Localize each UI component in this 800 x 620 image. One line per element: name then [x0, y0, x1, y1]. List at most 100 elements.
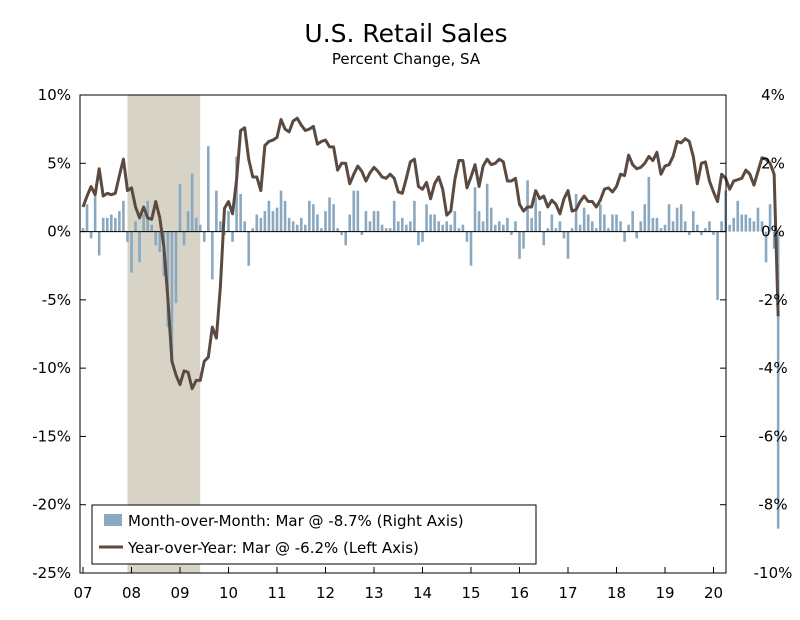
mom-bar [429, 214, 432, 232]
mom-bar [752, 221, 756, 232]
x-tick-label: 16 [510, 584, 529, 602]
mom-bar [502, 224, 505, 232]
mom-bar [477, 211, 481, 232]
mom-bar [417, 231, 420, 246]
mom-bar [764, 231, 768, 263]
x-tick-label: 14 [413, 584, 432, 602]
mom-bar [760, 221, 764, 232]
mom-bar [716, 231, 719, 300]
left-tick-label: 0% [47, 223, 71, 241]
right-tick-label: -10% [754, 564, 793, 582]
mom-bar [457, 228, 461, 232]
right-tick-label: 0% [761, 223, 785, 241]
mom-bar [772, 231, 776, 249]
mom-bar [631, 211, 634, 232]
mom-bar [453, 211, 457, 232]
mom-bar [655, 217, 659, 232]
mom-bar [611, 214, 614, 232]
mom-bar [599, 204, 602, 232]
mom-bar [287, 217, 291, 232]
x-axis: 07 08 09 10 11 12 13 14 15 16 17 18 19 20 [73, 567, 723, 602]
mom-bar [283, 200, 287, 232]
mom-bar [344, 231, 348, 246]
right-tick-label: -2% [758, 291, 787, 309]
mom-bar [211, 231, 214, 280]
mom-bar [700, 231, 703, 235]
mom-bar [465, 231, 469, 242]
mom-bar [376, 211, 380, 232]
mom-bar [623, 231, 626, 242]
mom-bar [109, 214, 113, 232]
mom-bar [481, 221, 485, 232]
mom-bar [748, 217, 752, 232]
mom-bar [574, 194, 578, 232]
mom-bar [320, 228, 323, 232]
x-tick-label: 17 [558, 584, 577, 602]
x-tick-label: 09 [170, 584, 189, 602]
mom-bar [89, 231, 93, 239]
mom-bar [687, 231, 691, 235]
mom-bar [732, 217, 736, 232]
mom-bar [639, 221, 643, 232]
mom-bar [81, 228, 85, 232]
mom-bar [534, 197, 537, 232]
mom-bar [396, 221, 400, 232]
mom-bar [271, 211, 275, 232]
mom-bar [154, 231, 158, 246]
mom-bar [514, 221, 517, 232]
mom-bar [275, 207, 279, 232]
mom-bar [231, 231, 234, 242]
plot-frame [79, 94, 727, 574]
mom-bar [538, 211, 542, 232]
mom-bar [267, 200, 271, 232]
x-tick-label: 15 [461, 584, 480, 602]
mom-bar [441, 224, 445, 232]
mom-bar [643, 204, 647, 232]
mom-bar [603, 214, 606, 232]
x-tick-label: 07 [73, 584, 92, 602]
mom-bar [85, 204, 89, 232]
mom-bar [202, 231, 206, 242]
mom-bar [134, 221, 137, 232]
mom-bar [142, 214, 145, 232]
mom-bar [704, 228, 707, 232]
mom-bar [558, 221, 562, 232]
right-tick-label: -6% [758, 427, 787, 445]
mom-bar [570, 228, 574, 232]
legend-swatch-mom [104, 514, 122, 526]
mom-bar [299, 217, 303, 232]
mom-bar [384, 228, 388, 232]
mom-bar [247, 231, 251, 266]
mom-bar [251, 228, 255, 232]
mom-bar [409, 221, 412, 232]
mom-bar [158, 231, 162, 253]
mom-bar [522, 231, 525, 249]
mom-bar [356, 190, 360, 232]
recession-shade [127, 95, 201, 573]
mom-bar [182, 231, 186, 246]
mom-bar [550, 214, 554, 232]
mom-bar [255, 214, 259, 232]
mom-bar [122, 200, 125, 232]
bar-series-layer [81, 146, 780, 529]
mom-bar [425, 204, 428, 232]
x-tick-label: 11 [267, 584, 286, 602]
mom-bar [554, 228, 558, 232]
mom-bar [461, 224, 465, 232]
x-tick-label: 10 [219, 584, 238, 602]
left-tick-label: -15% [32, 427, 71, 445]
mom-bar [190, 173, 194, 232]
mom-bar [659, 228, 663, 232]
mom-bar [744, 214, 748, 232]
mom-bar [405, 224, 408, 232]
legend-label-mom: Month-over-Month: Mar @ -8.7% (Right Axi… [128, 512, 464, 530]
mom-bar [360, 231, 364, 235]
mom-bar [469, 231, 473, 266]
mom-bar [510, 231, 513, 235]
right-tick-label: -8% [758, 496, 787, 514]
left-tick-label: -10% [32, 359, 71, 377]
mom-bar [679, 204, 683, 232]
x-tick-label: 19 [655, 584, 674, 602]
